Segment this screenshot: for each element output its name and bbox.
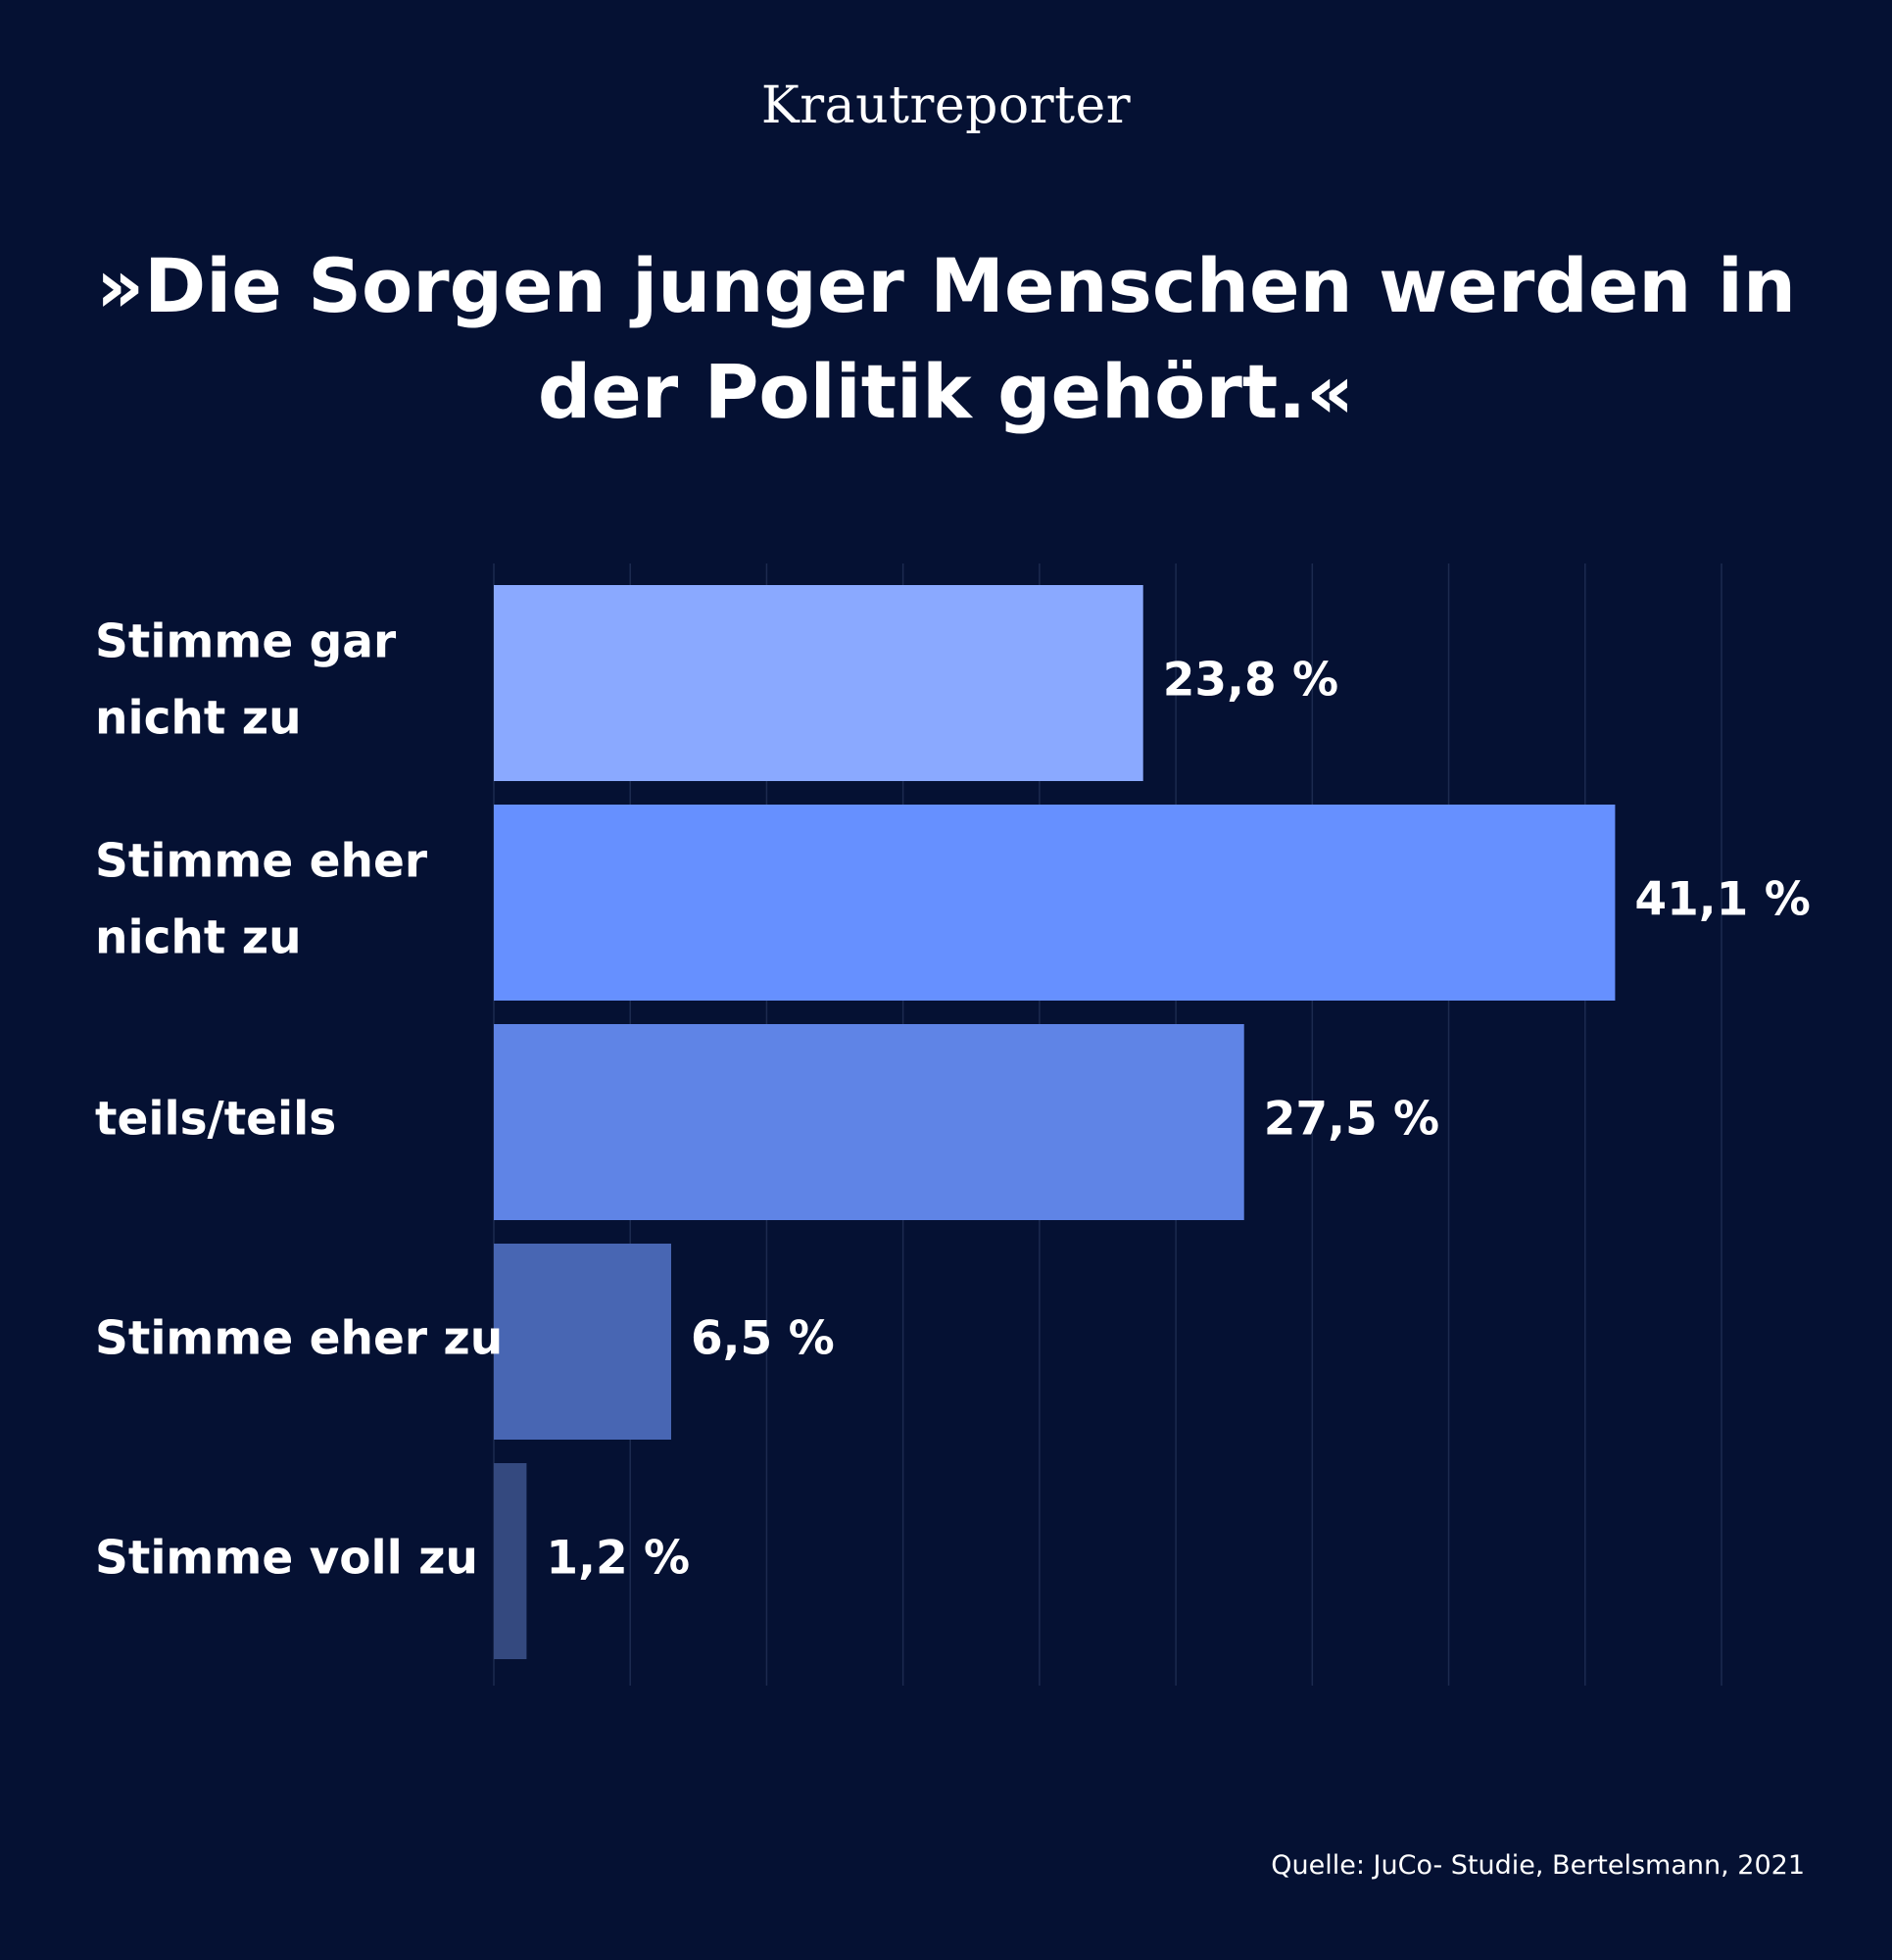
- bars: [494, 585, 1616, 1659]
- category-label-3-line-0: Stimme eher zu: [95, 1312, 503, 1366]
- brand-logo: Krautreporter: [760, 76, 1132, 135]
- category-label-4: Stimme voll zu: [95, 1532, 478, 1586]
- category-label-0: Stimme gar nicht zu: [95, 615, 397, 746]
- value-label-3: 6,5 %: [691, 1312, 835, 1366]
- category-label-0-line-1: nicht zu: [95, 692, 302, 746]
- bar-0: [494, 585, 1143, 781]
- chart-title: »Die Sorgen junger Menschen werden in de…: [95, 242, 1796, 435]
- category-label-1: Stimme eher nicht zu: [95, 835, 428, 965]
- bar-3: [494, 1244, 671, 1440]
- labels: 23,8 % Stimme gar nicht zu 41,1 % Stimme ehe…: [95, 615, 1811, 1586]
- value-label-0: 23,8 %: [1163, 654, 1338, 708]
- value-label-4: 1,2 %: [546, 1532, 690, 1586]
- category-label-1-line-0: Stimme eher: [95, 835, 428, 889]
- value-label-2: 27,5 %: [1264, 1093, 1439, 1147]
- bar-1: [494, 805, 1616, 1001]
- value-label-1: 41,1 %: [1634, 873, 1810, 927]
- category-label-3: Stimme eher zu: [95, 1312, 503, 1366]
- category-label-0-line-0: Stimme gar: [95, 615, 397, 669]
- source-note: Quelle: JuCo- Studie, Bertelsmann, 2021: [1271, 1850, 1805, 1881]
- bar-2: [494, 1024, 1244, 1220]
- category-label-2-line-0: teils/teils: [95, 1093, 336, 1147]
- category-label-2: teils/teils: [95, 1093, 336, 1147]
- category-label-1-line-1: nicht zu: [95, 911, 302, 965]
- bar-4: [494, 1463, 527, 1659]
- category-label-4-line-0: Stimme voll zu: [95, 1532, 478, 1586]
